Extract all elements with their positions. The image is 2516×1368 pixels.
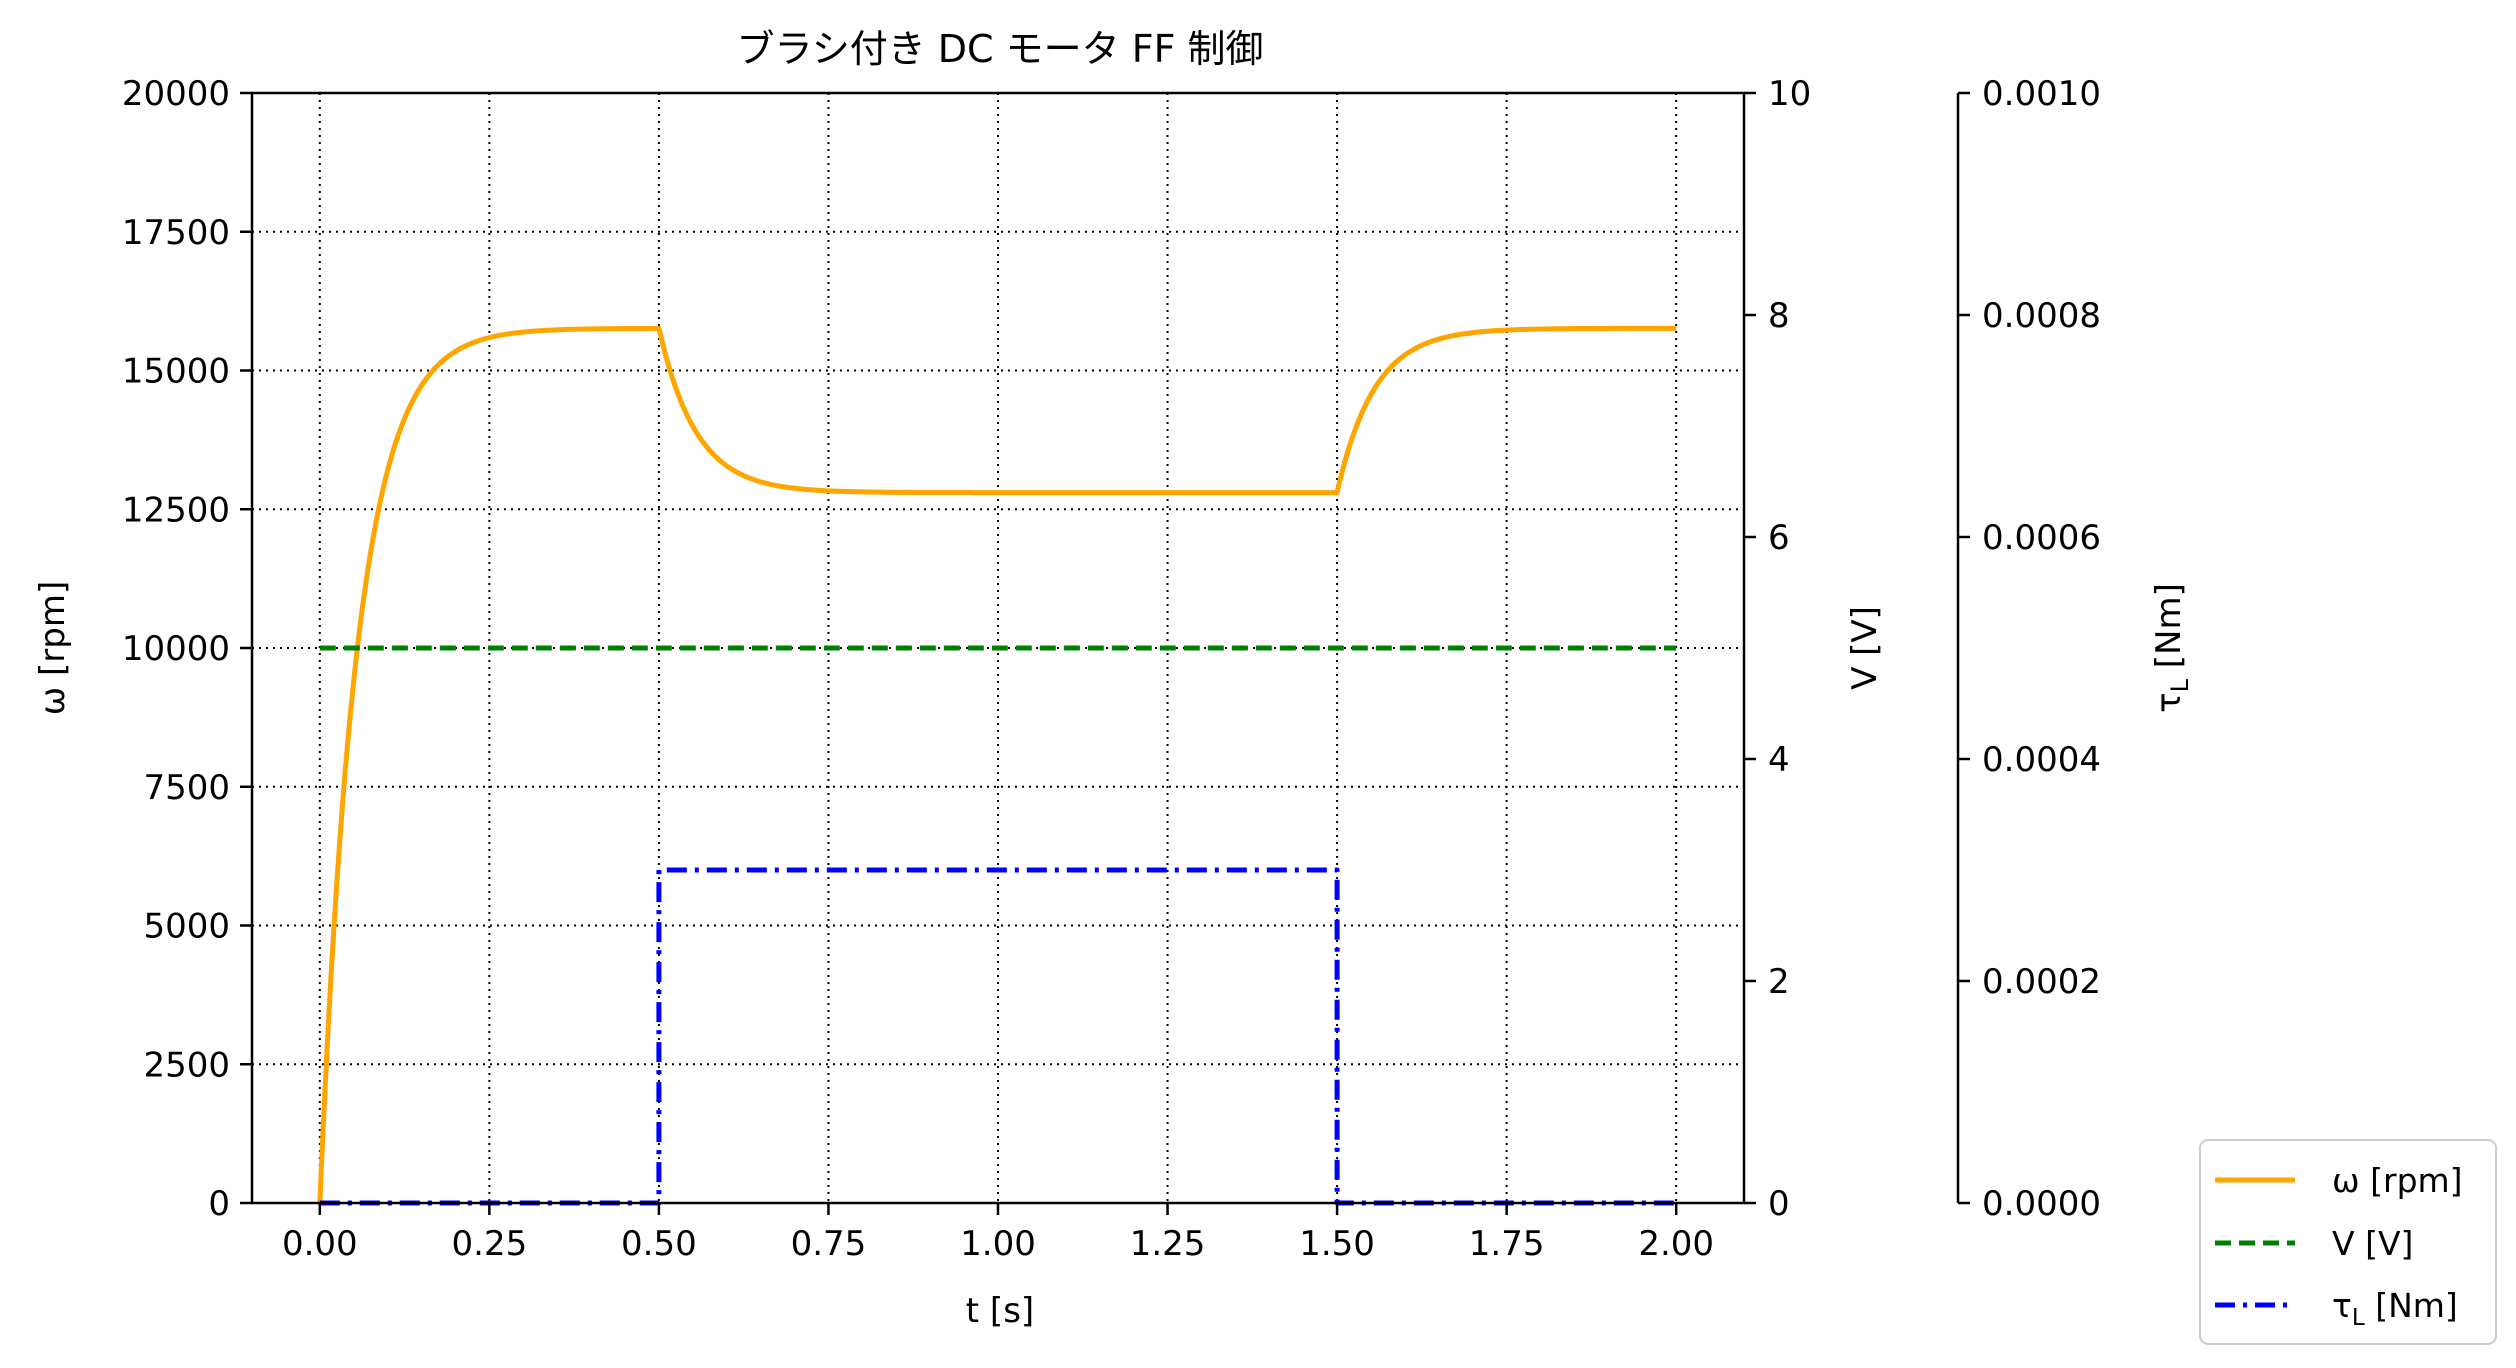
- y-tick-label-voltage: 8: [1768, 296, 1790, 336]
- y-tick-label-omega: 10000: [122, 629, 230, 669]
- x-axis-label: t [s]: [966, 1291, 1034, 1331]
- y-tick-label-voltage: 0: [1768, 1184, 1790, 1224]
- y-tick-label-omega: 12500: [122, 490, 230, 530]
- chart-title: ブラシ付き DC モータ FF 制御: [736, 27, 1263, 71]
- y-tick-label-omega: 17500: [122, 213, 230, 253]
- y-axis-label-omega: ω [rpm]: [33, 581, 73, 716]
- torque-label-subscript: L: [2166, 678, 2194, 692]
- y-tick-label-voltage: 2: [1768, 962, 1790, 1002]
- x-tick-label: 0.50: [621, 1224, 697, 1264]
- legend-label-voltage: V [V]: [2332, 1224, 2413, 1263]
- y-axis-torque: 0.0000 0.0002 0.0004 0.0006 0.0008 0.0010: [1956, 74, 2101, 1224]
- y-tick-label-voltage: 10: [1768, 74, 1811, 114]
- y-tick-label-torque: 0.0010: [1982, 74, 2101, 114]
- y-tick-label-omega: 5000: [143, 907, 230, 947]
- legend-label-omega: ω [rpm]: [2332, 1161, 2463, 1200]
- x-tick-label: 0.25: [452, 1224, 528, 1264]
- y-axis-label-torque: τL [Nm]: [2149, 583, 2194, 713]
- y-axis-label-voltage: V [V]: [1845, 606, 1885, 690]
- y-tick-label-torque: 0.0006: [1982, 518, 2101, 558]
- x-axis: 0.00 0.25 0.50 0.75 1.00 1.25 1.50 1.75 2.00: [282, 1203, 1714, 1264]
- torque-label-unit: [Nm]: [2149, 583, 2189, 679]
- y-axis-voltage: 0 2 4 6 8 10: [1744, 74, 1811, 1224]
- y-axis-omega: 0 2500 5000 7500 10000 12500 15000 17500 20000: [122, 74, 252, 1224]
- x-tick-label: 2.00: [1638, 1224, 1714, 1264]
- y-tick-label-omega: 20000: [122, 74, 230, 114]
- torque-label-symbol: τ: [2149, 692, 2189, 712]
- y-tick-label-omega: 0: [208, 1184, 230, 1224]
- x-tick-label: 0.75: [791, 1224, 867, 1264]
- y-tick-label-torque: 0.0004: [1982, 740, 2101, 780]
- legend: ω [rpm] V [V] τL [Nm]: [2199, 1139, 2497, 1345]
- legend-label-torque: τL [Nm]: [2332, 1286, 2458, 1331]
- x-tick-label: 1.75: [1469, 1224, 1545, 1264]
- x-tick-label: 1.25: [1130, 1224, 1206, 1264]
- y-tick-label-omega: 7500: [143, 768, 230, 808]
- series-line-omega: [317, 325, 1677, 1204]
- y-tick-label-torque: 0.0002: [1982, 962, 2101, 1002]
- legend-box: [2199, 1139, 2497, 1345]
- x-tick-label: 0.00: [282, 1224, 358, 1264]
- y-tick-label-omega: 15000: [122, 352, 230, 392]
- legend-torque-subscript: L: [2352, 1305, 2365, 1331]
- x-tick-label: 1.00: [960, 1224, 1036, 1264]
- x-tick-label: 1.50: [1299, 1224, 1375, 1264]
- y-tick-label-torque: 0.0008: [1982, 296, 2101, 336]
- y-tick-label-omega: 2500: [143, 1045, 230, 1085]
- y-tick-label-voltage: 4: [1768, 740, 1790, 780]
- y-tick-label-voltage: 6: [1768, 518, 1790, 558]
- y-tick-label-torque: 0.0000: [1982, 1184, 2101, 1224]
- legend-torque-symbol: τ: [2332, 1286, 2352, 1325]
- legend-torque-unit: [Nm]: [2365, 1286, 2458, 1325]
